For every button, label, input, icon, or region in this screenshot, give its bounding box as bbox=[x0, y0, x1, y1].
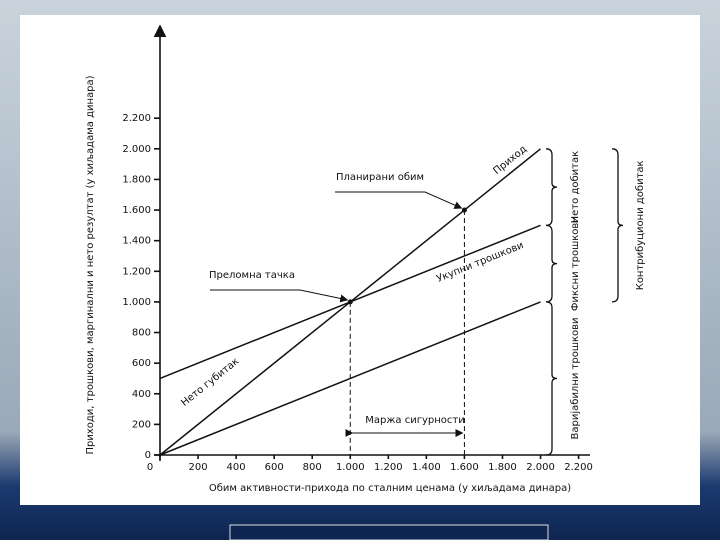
x-axis-label: Обим активности-прихода по сталним ценам… bbox=[209, 483, 571, 494]
brace bbox=[611, 148, 624, 303]
x-tick-label: 400 bbox=[227, 462, 246, 473]
point bbox=[461, 207, 467, 213]
callout bbox=[210, 289, 349, 303]
y-tick-label: 0 bbox=[145, 450, 151, 461]
x-tick-label: 1.800 bbox=[488, 462, 517, 473]
y-tick-label: 400 bbox=[132, 389, 151, 400]
brace bbox=[545, 301, 558, 456]
y-axis-label: Приходи, трошкови, маргинални и нето рез… bbox=[85, 75, 96, 454]
point bbox=[347, 299, 353, 305]
y-tick-label: 800 bbox=[132, 328, 151, 339]
brace bbox=[545, 148, 558, 227]
y-tick-label: 1.200 bbox=[122, 266, 151, 277]
x-tick-label: 0 bbox=[147, 462, 153, 473]
x-tick-label: 1.600 bbox=[450, 462, 479, 473]
x-tick-label: 1.000 bbox=[336, 462, 365, 473]
x-tick-label: 200 bbox=[189, 462, 208, 473]
brace-label: Фиксни трошкови bbox=[570, 216, 581, 311]
y-tick-label: 1.600 bbox=[122, 205, 151, 216]
y-tick-label: 2.200 bbox=[122, 113, 151, 124]
series-line bbox=[159, 148, 542, 456]
brace-label: Контрибуциони добитак bbox=[635, 160, 646, 290]
x-tick-label: 1.200 bbox=[374, 462, 403, 473]
footer-bar bbox=[229, 524, 549, 541]
y-tick-label: 1.000 bbox=[122, 297, 151, 308]
y-tick-label: 1.400 bbox=[122, 236, 151, 247]
x-tick-label: 600 bbox=[265, 462, 284, 473]
annotation: Преломна тачка bbox=[209, 270, 295, 281]
series-line bbox=[159, 301, 541, 456]
brace-label: Варијабилни трошкови bbox=[569, 317, 581, 439]
x-tick-label: 1.400 bbox=[412, 462, 441, 473]
x-tick-label: 2.000 bbox=[526, 462, 555, 473]
y-tick-label: 600 bbox=[132, 358, 151, 369]
brace bbox=[545, 224, 558, 303]
brace-label: Нето добитак bbox=[570, 151, 581, 224]
y-tick-label: 1.800 bbox=[122, 174, 151, 185]
series-line bbox=[159, 224, 541, 380]
annotation: Маржа сигурности bbox=[365, 415, 464, 426]
x-tick-label: 800 bbox=[303, 462, 322, 473]
annotation: Планирани обим bbox=[336, 172, 424, 183]
callout bbox=[335, 191, 463, 209]
y-tick-label: 2.000 bbox=[122, 144, 151, 155]
x-tick-label: 2.200 bbox=[564, 462, 593, 473]
y-tick-label: 200 bbox=[132, 419, 151, 430]
chart-panel bbox=[20, 15, 700, 505]
